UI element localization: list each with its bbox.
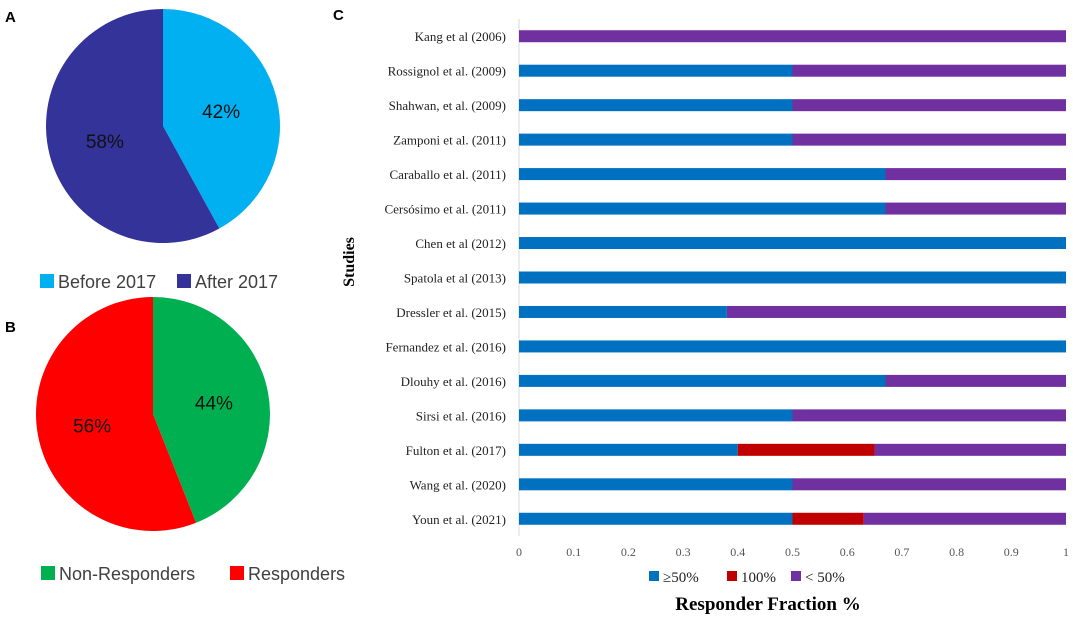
legend-swatch-non-responders — [41, 566, 55, 580]
bar-rossignol-et-al-2009-lt50 — [792, 64, 1066, 77]
bar-wang-et-al-2020-lt50 — [792, 478, 1066, 491]
bar-youn-et-al-2021-ge50 — [519, 512, 793, 525]
legend-label-non-responders: Non-Responders — [59, 564, 195, 584]
bar-sirsi-et-al-2016-lt50 — [792, 409, 1066, 422]
legend-swatch-responders — [230, 566, 244, 580]
bar-wang-et-al-2020-ge50 — [519, 478, 793, 491]
bar-rossignol-et-al-2009-ge50 — [519, 64, 793, 77]
pie-label-before-2017: 42% — [202, 102, 240, 123]
panel-b: B 44% 56% Non-Responders Responders — [5, 297, 345, 584]
legend-swatch-after-2017 — [177, 274, 191, 288]
y-categories: Kang et al (2006) Rossignol et al. (2009)… — [384, 29, 506, 527]
pie-b: 44% 56% — [36, 297, 271, 531]
panel-a: A 42% 58% Before 2017 After 2017 — [5, 9, 280, 292]
bar-caraballo-et-al-2011-ge50 — [519, 168, 886, 181]
bar-shahwan-et-al-2009-ge50 — [519, 99, 793, 112]
panel-c-letter: C — [333, 7, 344, 24]
x-tick-label: 0.2 — [621, 545, 636, 559]
x-tick-label: 0.9 — [1004, 545, 1019, 559]
legend-label-lt50: < 50% — [805, 570, 845, 586]
legend-label-after-2017: After 2017 — [195, 272, 278, 292]
x-ticks: 0 0.1 0.2 0.3 0.4 0.5 0.6 0.7 0.8 0.9 1 — [516, 545, 1069, 559]
bar-cers-simo-et-al-2011-ge50 — [519, 202, 886, 215]
x-tick-label: 0.8 — [949, 545, 964, 559]
bar-kang-et-al-2006-lt50 — [519, 30, 1066, 43]
bar-fulton-et-al-2017-ge50 — [519, 443, 738, 456]
category-label: Rossignol et al. (2009) — [388, 64, 506, 79]
pie-label-after-2017: 58% — [86, 132, 124, 153]
x-tick-label: 0 — [516, 545, 522, 559]
x-tick-label: 0.6 — [840, 545, 855, 559]
x-tick-label: 0.1 — [566, 545, 581, 559]
bar-sirsi-et-al-2016-ge50 — [519, 409, 793, 422]
legend-a: Before 2017 After 2017 — [40, 272, 278, 292]
category-label: Dressler et al. (2015) — [396, 305, 506, 320]
legend-b: Non-Responders Responders — [41, 564, 345, 584]
bar-zamponi-et-al-2011-ge50 — [519, 133, 793, 146]
y-axis-title: Studies — [341, 237, 358, 287]
category-label: Wang et al. (2020) — [410, 477, 506, 492]
category-label: Sirsi et al. (2016) — [416, 408, 506, 423]
category-label: Caraballo et al. (2011) — [390, 167, 506, 182]
panel-a-letter: A — [5, 9, 16, 26]
bar-fernandez-et-al-2016-ge50 — [519, 340, 1066, 353]
bar-dressler-et-al-2015-ge50 — [519, 305, 727, 318]
bar-dlouhy-et-al-2016-ge50 — [519, 374, 886, 387]
pie-label-responders: 56% — [73, 417, 111, 438]
legend-label-before-2017: Before 2017 — [58, 272, 156, 292]
legend-swatch-before-2017 — [40, 274, 54, 288]
legend-c: ≥50% 100% < 50% — [649, 570, 845, 586]
category-label: Zamponi et al. (2011) — [393, 133, 506, 148]
bar-fulton-et-al-2017-full — [737, 443, 875, 456]
bar-dressler-et-al-2015-lt50 — [726, 305, 1066, 318]
category-label: Chen et al (2012) — [415, 236, 506, 251]
legend-label-responders: Responders — [248, 564, 345, 584]
pie-a: 42% 58% — [45, 9, 280, 244]
category-label: Fulton et al. (2017) — [406, 443, 506, 458]
bar-cers-simo-et-al-2011-lt50 — [885, 202, 1066, 215]
pie-slice-after-2017 — [45, 9, 220, 244]
x-tick-label: 0.5 — [785, 545, 800, 559]
legend-swatch-lt50 — [791, 571, 801, 581]
category-label: Dlouhy et al. (2016) — [401, 374, 506, 389]
category-label: Youn et al. (2021) — [412, 512, 506, 527]
bar-caraballo-et-al-2011-lt50 — [885, 168, 1066, 181]
bar-zamponi-et-al-2011-lt50 — [792, 133, 1066, 146]
category-label: Fernandez et al. (2016) — [385, 339, 506, 354]
legend-label-ge50: ≥50% — [663, 570, 699, 586]
bar-spatola-et-al-2013-ge50 — [519, 271, 1066, 284]
legend-swatch-ge50 — [649, 571, 659, 581]
legend-label-full: 100% — [741, 570, 776, 586]
category-label: Kang et al (2006) — [415, 29, 506, 44]
pie-slice-non-responders — [153, 297, 271, 523]
bar-fulton-et-al-2017-lt50 — [874, 443, 1066, 456]
bar-shahwan-et-al-2009-lt50 — [792, 99, 1066, 112]
bar-youn-et-al-2021-lt50 — [863, 512, 1066, 525]
category-label: Spatola et al (2013) — [404, 271, 506, 286]
pie-slice-before-2017 — [163, 9, 280, 229]
legend-swatch-full — [727, 571, 737, 581]
pie-label-non-responders: 44% — [195, 393, 233, 414]
bar-chart-c — [519, 30, 1066, 525]
panel-c: C 0 0.1 0.2 0.3 0.4 0.5 0.6 0.7 0.8 0.9 1 Kang et … — [333, 7, 1069, 615]
category-label: Cersósimo et al. (2011) — [384, 202, 506, 217]
pie-slice-responders — [36, 297, 197, 531]
bar-youn-et-al-2021-full — [792, 512, 864, 525]
x-tick-label: 0.7 — [894, 545, 909, 559]
x-tick-label: 0.3 — [676, 545, 691, 559]
x-axis-title: Responder Fraction % — [675, 594, 860, 615]
category-label: Shahwan, et al. (2009) — [389, 98, 506, 113]
bar-chen-et-al-2012-ge50 — [519, 237, 1066, 250]
x-tick-label: 1 — [1063, 545, 1069, 559]
panel-b-letter: B — [5, 319, 16, 336]
bar-dlouhy-et-al-2016-lt50 — [885, 374, 1066, 387]
x-tick-label: 0.4 — [730, 545, 745, 559]
